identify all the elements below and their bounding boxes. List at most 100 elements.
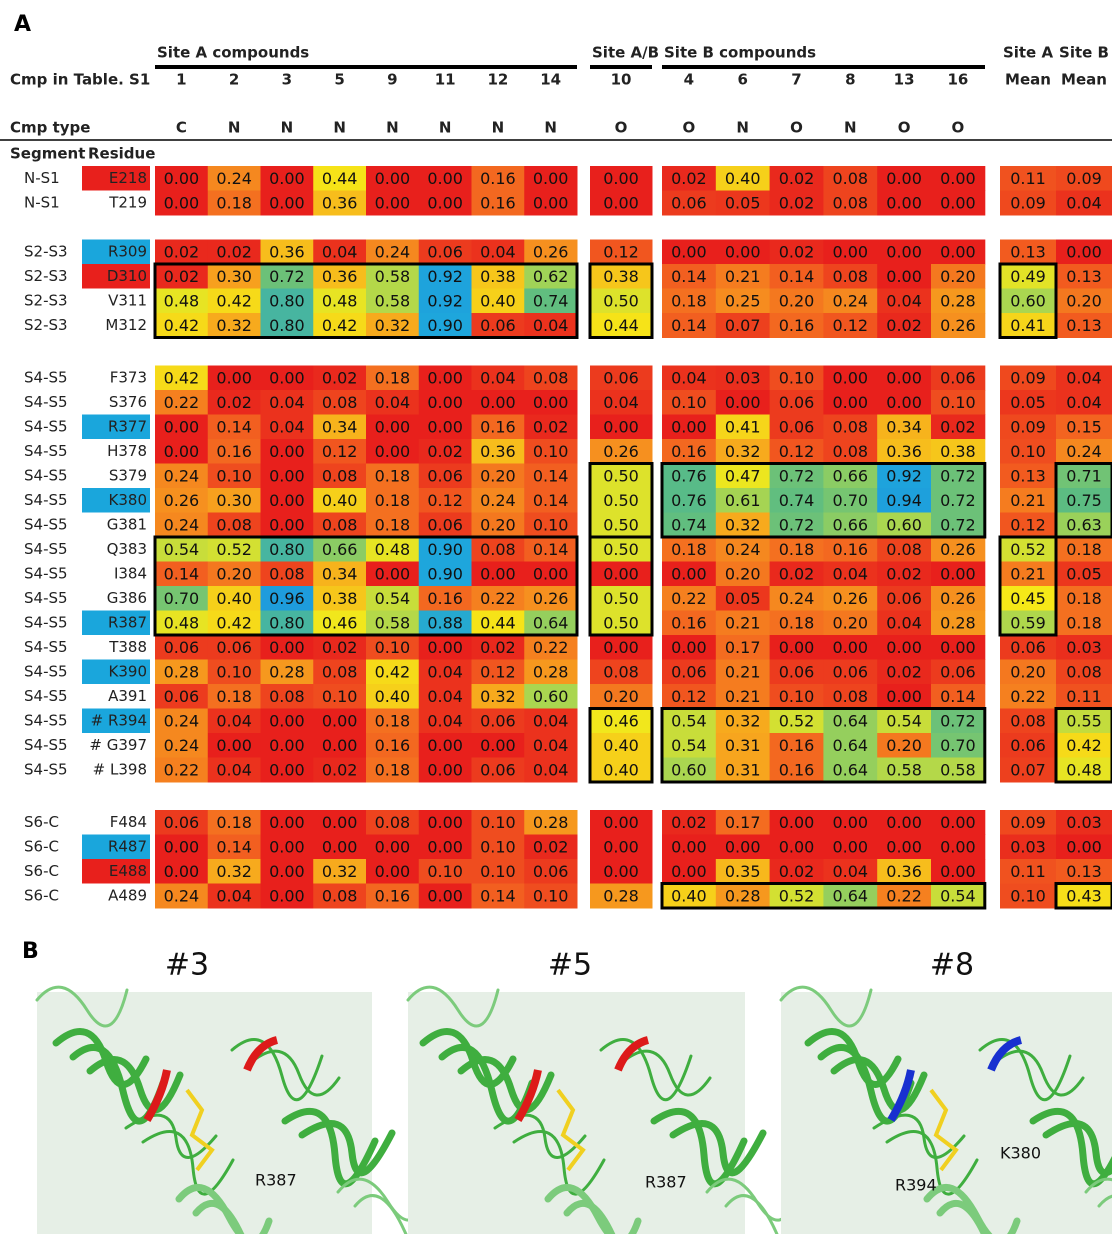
cell-value: 0.32 [375,316,411,335]
cell-value: 0.07 [725,316,761,335]
cell-value: 0.02 [427,442,463,461]
cell-value: 0.80 [269,540,305,559]
cell-value: 0.24 [1066,442,1102,461]
cell-value: 0.42 [164,368,200,387]
cell-value: 0.26 [940,540,976,559]
cell-value: 0.72 [269,267,305,286]
cell-value: 0.02 [779,242,815,261]
cell-value: 0.06 [779,393,815,412]
compound-type: O [683,119,696,137]
residue: R387 [108,613,147,631]
cell-value: 0.14 [216,417,252,436]
cell-value: 0.02 [671,813,707,832]
row-header: Cmp type [10,119,90,137]
cell-value: 0.40 [480,291,516,310]
cell-value: 0.32 [322,862,358,881]
compound-id: 5 [334,71,344,89]
cell-value: 0.00 [269,760,305,779]
cell-value: 0.45 [1010,589,1046,608]
residue: E488 [109,862,147,880]
cell-value: 0.38 [322,589,358,608]
residue: # R394 [91,711,147,729]
cell-value: 0.04 [603,393,639,412]
cell-value: 0.80 [269,291,305,310]
cell-value: 0.90 [427,540,463,559]
cell-value: 0.04 [269,417,305,436]
cell-value: 0.16 [779,760,815,779]
cell-value: 0.00 [427,638,463,657]
cell-value: 0.08 [216,515,252,534]
cell-value: 0.08 [603,662,639,681]
group-title: Site A compounds [157,44,309,62]
cell-value: 0.32 [725,515,761,534]
cell-value: 0.36 [322,267,358,286]
cell-value: 0.66 [832,466,868,485]
cell-value: 0.08 [1066,662,1102,681]
cell-value: 0.00 [269,736,305,755]
cell-value: 0.17 [725,638,761,657]
cell-value: 0.12 [1010,515,1046,534]
cell-value: 0.00 [322,711,358,730]
cell-value: 0.54 [671,711,707,730]
cell-value: 0.10 [1010,886,1046,905]
cell-value: 0.34 [322,564,358,583]
cell-value: 0.64 [832,760,868,779]
residue: D310 [107,267,147,285]
cell-value: 0.00 [940,837,976,856]
cell-value: 0.34 [886,417,922,436]
compound-type: N [281,119,294,137]
cell-value: 0.24 [779,589,815,608]
cell-value: 0.32 [480,687,516,706]
cell-value: 0.08 [322,886,358,905]
cell-value: 0.08 [832,417,868,436]
cell-value: 0.02 [533,417,569,436]
compound-type: O [898,119,911,137]
cell-value: 0.14 [480,886,516,905]
cell-value: 0.03 [1010,837,1046,856]
segment: N-S1 [24,193,60,211]
segment: S4-S5 [24,368,68,386]
cell-value: 0.04 [1066,393,1102,412]
cell-value: 0.06 [427,242,463,261]
cell-value: 0.22 [671,589,707,608]
cell-value: 0.00 [832,393,868,412]
cell-value: 0.16 [779,316,815,335]
cell-value: 0.00 [269,813,305,832]
cell-value: 0.54 [886,711,922,730]
cell-value: 0.28 [164,662,200,681]
structure-title: #3 [165,948,209,983]
cell-value: 0.92 [427,291,463,310]
cell-value: 0.10 [533,515,569,534]
segment: S4-S5 [24,491,68,509]
cell-value: 0.64 [832,736,868,755]
cell-value: 0.20 [886,736,922,755]
compound-type: O [790,119,803,137]
cell-value: 0.90 [427,564,463,583]
cell-value: 0.10 [533,442,569,461]
cell-value: 0.00 [269,368,305,387]
cell-value: 0.11 [1066,687,1102,706]
cell-value: 0.36 [480,442,516,461]
cell-value: 0.18 [216,813,252,832]
cell-value: 0.24 [216,169,252,188]
cell-value: 0.16 [375,886,411,905]
cell-value: 0.50 [603,515,639,534]
segment: S4-S5 [24,393,68,411]
cell-value: 0.06 [940,662,976,681]
cell-value: 0.11 [1010,169,1046,188]
cell-value: 0.41 [725,417,761,436]
residue: # G397 [89,736,147,754]
cell-value: 0.40 [671,886,707,905]
cell-value: 0.12 [427,491,463,510]
compound-id: 8 [845,71,855,89]
cell-value: 0.12 [779,442,815,461]
cell-value: 0.00 [940,564,976,583]
cell-value: 0.31 [725,736,761,755]
residue: E218 [109,169,147,187]
cell-value: 0.76 [671,491,707,510]
cell-value: 0.72 [779,515,815,534]
cell-value: 0.22 [480,589,516,608]
cell-value: 0.10 [216,662,252,681]
cell-value: 0.08 [832,687,868,706]
compound-id: 11 [435,71,456,89]
